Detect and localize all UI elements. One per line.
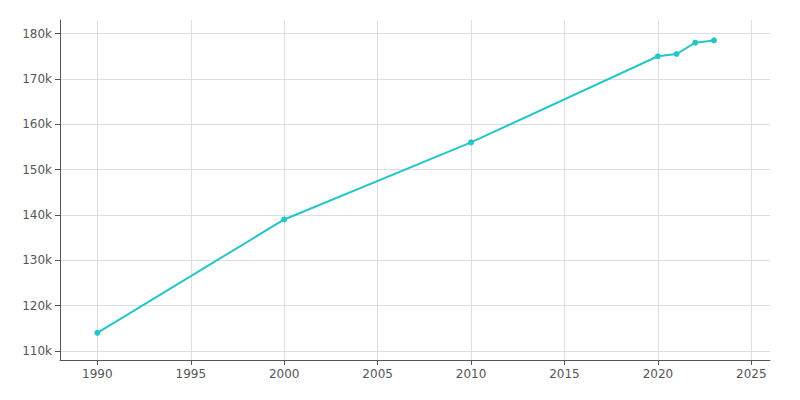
svg-text:2015: 2015: [549, 367, 580, 381]
svg-text:180k: 180k: [22, 27, 52, 41]
svg-text:160k: 160k: [22, 117, 52, 131]
svg-text:2010: 2010: [456, 367, 487, 381]
svg-text:130k: 130k: [22, 253, 52, 267]
svg-text:2005: 2005: [362, 367, 393, 381]
svg-text:110k: 110k: [22, 344, 52, 358]
svg-text:150k: 150k: [22, 163, 52, 177]
svg-text:2000: 2000: [269, 367, 300, 381]
svg-text:1990: 1990: [82, 367, 113, 381]
svg-text:1995: 1995: [176, 367, 207, 381]
svg-text:2025: 2025: [736, 367, 767, 381]
svg-text:170k: 170k: [22, 72, 52, 86]
svg-text:140k: 140k: [22, 208, 52, 222]
svg-text:120k: 120k: [22, 299, 52, 313]
svg-text:2020: 2020: [643, 367, 674, 381]
